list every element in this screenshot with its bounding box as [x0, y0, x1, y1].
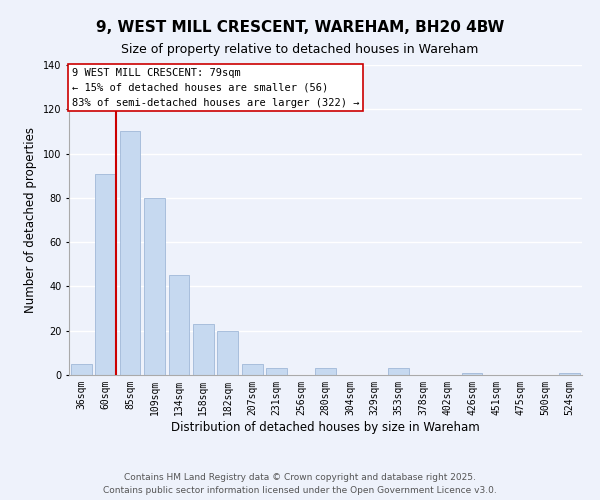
Bar [559, 373, 580, 375]
Text: 9, WEST MILL CRESCENT, WAREHAM, BH20 4BW: 9, WEST MILL CRESCENT, WAREHAM, BH20 4BW [96, 20, 504, 35]
Bar [193, 324, 214, 375]
Bar [169, 276, 190, 375]
Bar [71, 364, 92, 375]
Y-axis label: Number of detached properties: Number of detached properties [25, 127, 37, 313]
Bar [242, 364, 263, 375]
Bar [95, 174, 116, 375]
Text: 9 WEST MILL CRESCENT: 79sqm
← 15% of detached houses are smaller (56)
83% of sem: 9 WEST MILL CRESCENT: 79sqm ← 15% of det… [71, 68, 359, 108]
Bar [119, 132, 140, 375]
Bar [461, 373, 482, 375]
Bar [217, 330, 238, 375]
Bar [388, 368, 409, 375]
X-axis label: Distribution of detached houses by size in Wareham: Distribution of detached houses by size … [171, 420, 480, 434]
Bar [144, 198, 165, 375]
Bar [315, 368, 336, 375]
Bar [266, 368, 287, 375]
Text: Size of property relative to detached houses in Wareham: Size of property relative to detached ho… [121, 42, 479, 56]
Text: Contains HM Land Registry data © Crown copyright and database right 2025.
Contai: Contains HM Land Registry data © Crown c… [103, 474, 497, 495]
